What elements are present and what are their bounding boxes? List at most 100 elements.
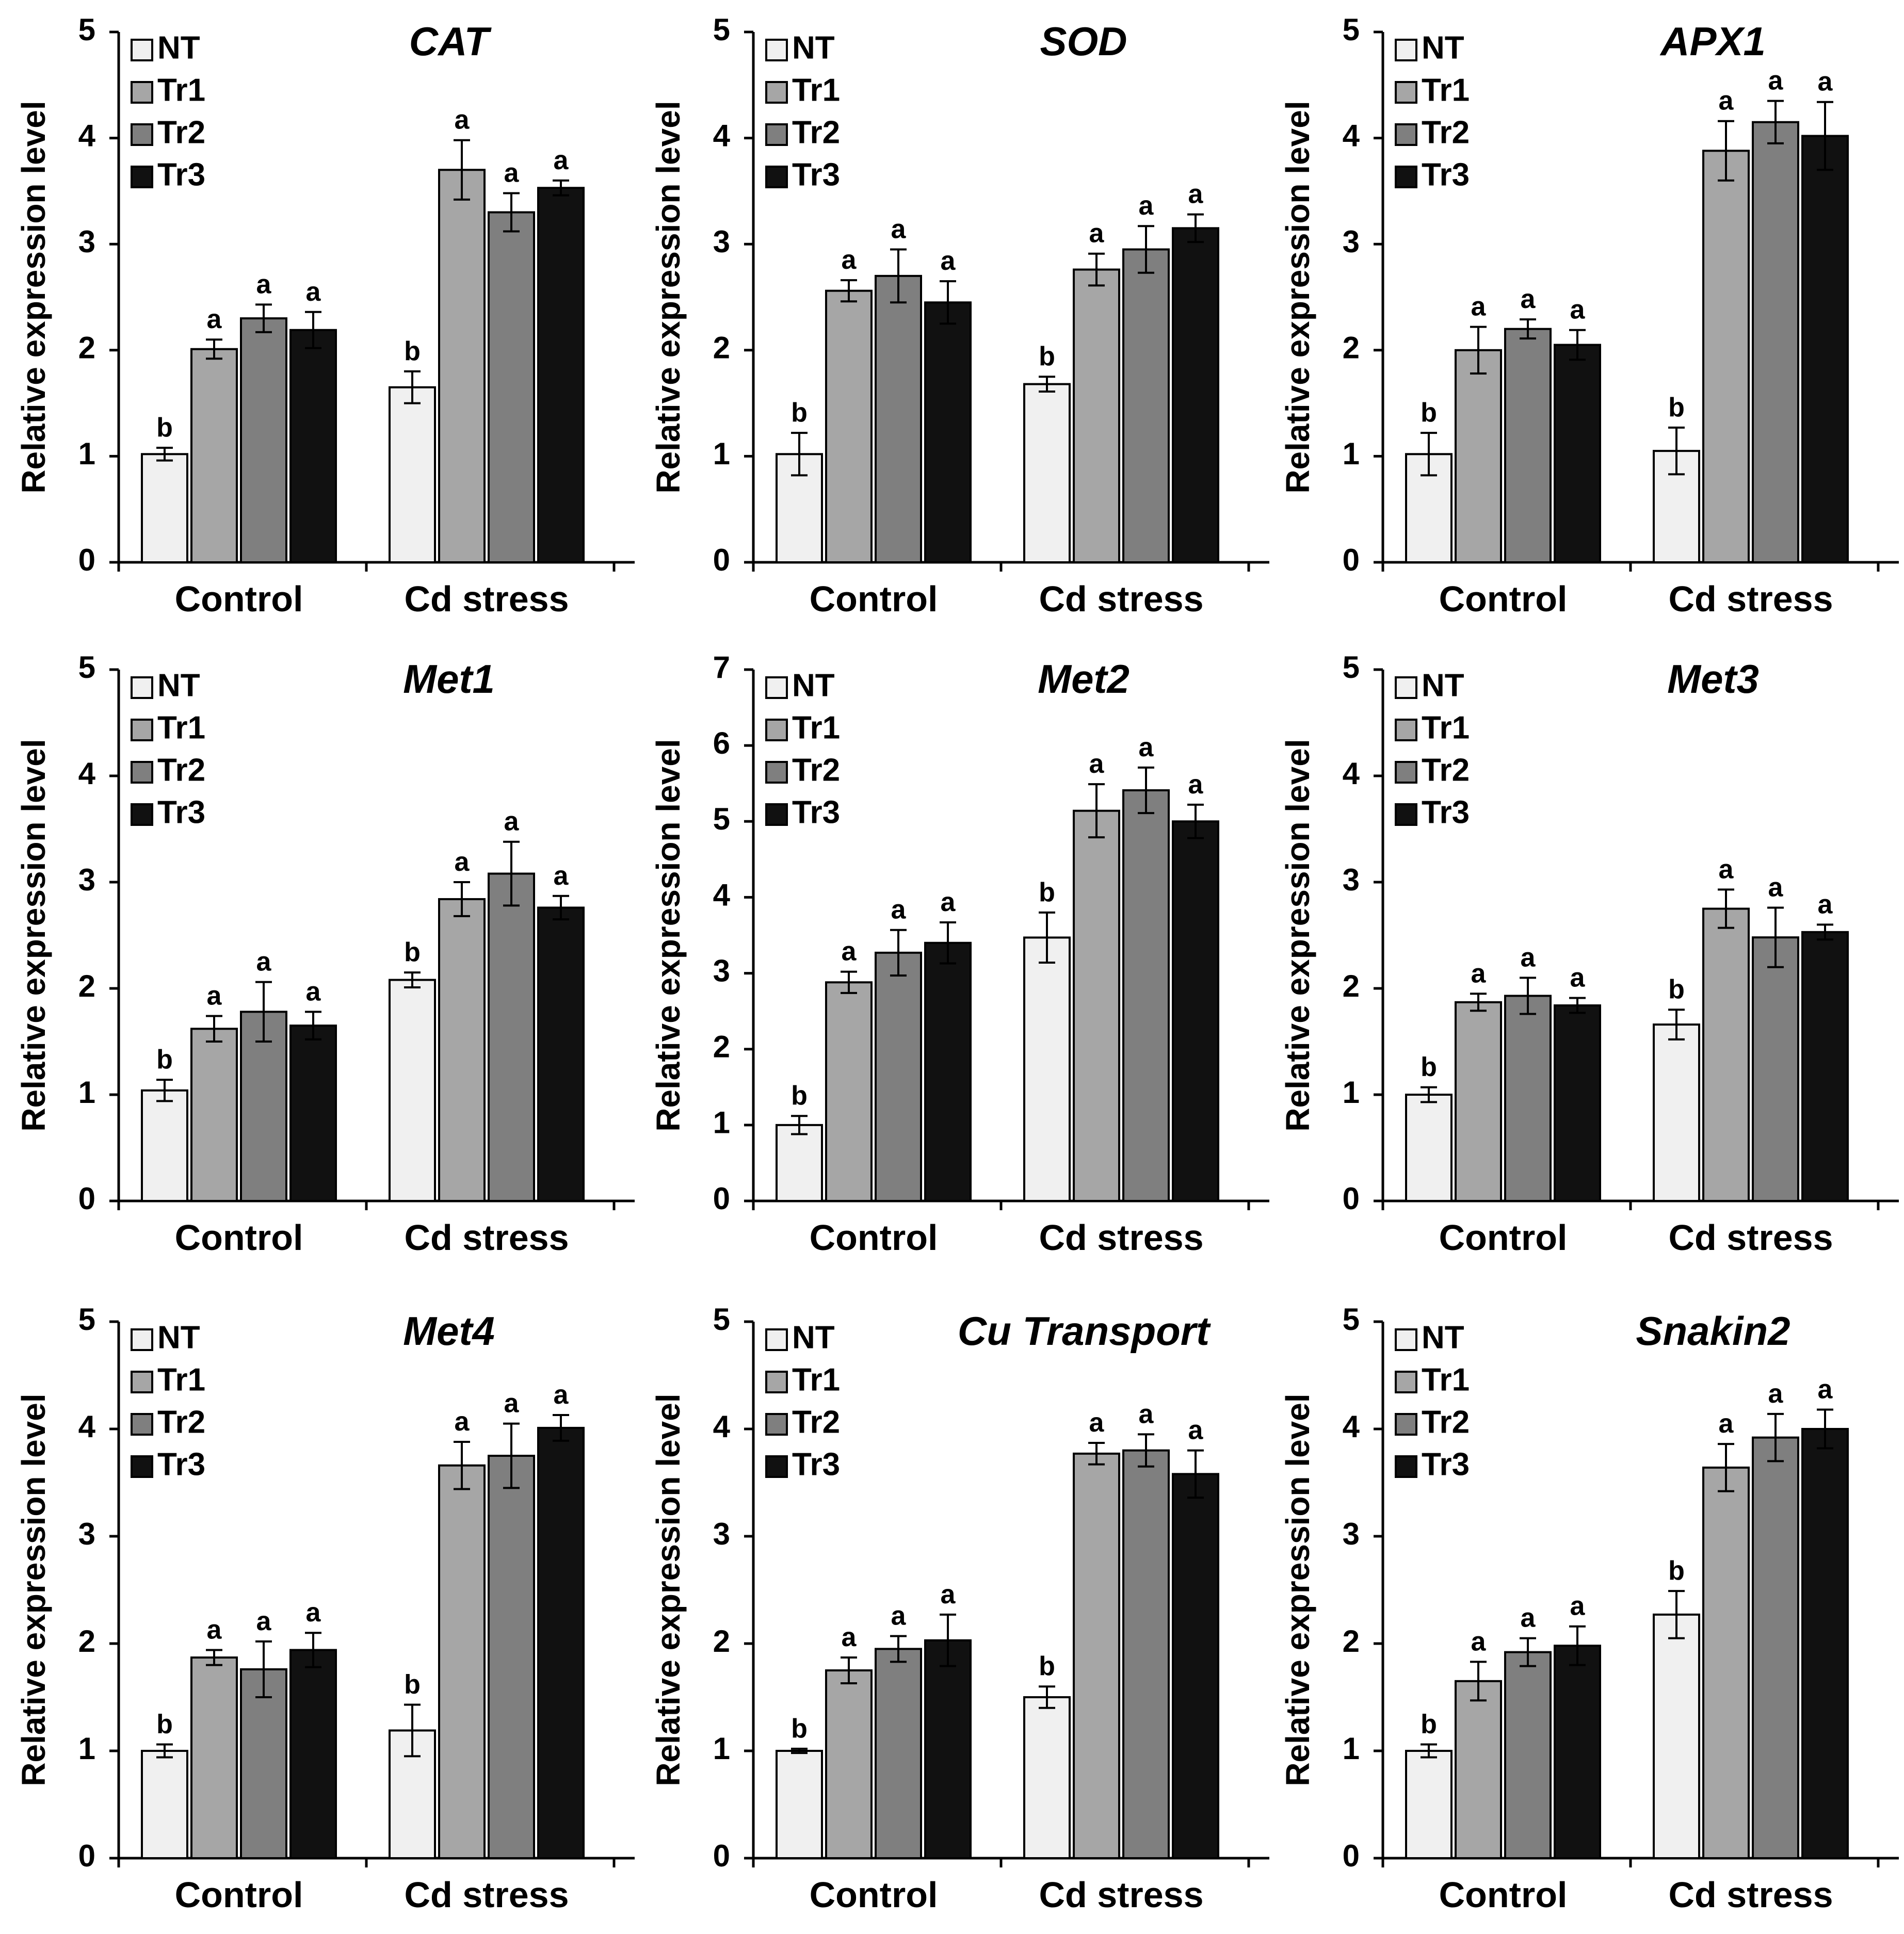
bar-tr3 — [924, 1639, 972, 1859]
legend-swatch-tr1 — [1395, 1371, 1417, 1393]
significance-letter: b — [404, 937, 421, 967]
bar-tr2 — [488, 211, 535, 563]
y-tick-label: 1 — [1343, 1075, 1360, 1110]
y-tick-label: 4 — [1343, 1409, 1360, 1444]
error-bar — [1569, 997, 1586, 1014]
error-bar — [841, 970, 857, 994]
chart-met1: Relative expression level 0 1 2 3 4 5 Control Cd… — [15, 650, 635, 1258]
error-bar — [1817, 101, 1833, 171]
y-tick-label: 4 — [713, 877, 731, 912]
chart-snakin2: Relative expression level 0 1 2 3 4 5 Control Cd… — [1279, 1302, 1899, 1915]
error-bar — [940, 1613, 956, 1667]
x-tick-label: Control — [810, 1217, 938, 1258]
chart-apx1: Relative expression level 0 1 2 3 4 5 Control Cd… — [1279, 12, 1899, 619]
legend-label: Tr2 — [792, 752, 840, 788]
y-tick-label: 2 — [78, 1624, 95, 1659]
y-tick-label: 1 — [713, 436, 730, 471]
error-bar — [1421, 1086, 1437, 1103]
y-tick-label: 1 — [1343, 1731, 1360, 1766]
significance-letter: a — [1139, 733, 1154, 762]
bar-tr2 — [1504, 995, 1552, 1202]
significance-letter: b — [1421, 1052, 1437, 1082]
error-bar — [1767, 100, 1784, 144]
y-axis-label: Relative expression level — [650, 101, 687, 493]
error-bar — [1718, 120, 1734, 182]
error-bar — [404, 370, 421, 404]
legend-swatch-tr2 — [131, 1413, 153, 1436]
y-tick-label: 5 — [713, 802, 730, 836]
y-tick-label: 3 — [78, 224, 95, 259]
significance-letter: a — [1818, 1375, 1833, 1405]
significance-letter: a — [1089, 1408, 1105, 1438]
bar-tr2 — [875, 1648, 922, 1859]
significance-letter: a — [256, 1606, 272, 1636]
x-tick-label: Control — [810, 579, 938, 619]
significance-letter: a — [1768, 872, 1784, 902]
y-tick-label: 0 — [78, 1839, 95, 1873]
bar-tr3 — [289, 329, 337, 564]
y-tick-label: 2 — [78, 331, 95, 365]
bar-tr1 — [825, 1669, 873, 1859]
significance-letter: a — [306, 277, 321, 307]
error-bar — [1138, 1433, 1154, 1468]
legend-swatch-tr2 — [131, 123, 153, 146]
legend-label: Tr1 — [792, 710, 840, 745]
bar-tr2 — [1122, 248, 1170, 564]
bar-nt — [1023, 383, 1071, 563]
x-tick-label: Control — [1439, 579, 1568, 619]
significance-letter: a — [306, 1598, 321, 1628]
y-tick-label: 4 — [78, 756, 96, 791]
error-bar — [305, 311, 321, 349]
bar-nt — [1023, 1696, 1071, 1859]
legend-swatch-tr1 — [1395, 81, 1417, 104]
bar-nt — [1653, 1023, 1700, 1202]
significance-letter: a — [455, 1407, 470, 1437]
significance-letter: a — [842, 1622, 857, 1652]
x-tick-label: Cd stress — [404, 1217, 569, 1258]
error-bar — [1421, 432, 1437, 477]
error-bar — [1470, 1661, 1487, 1702]
error-bar — [1817, 1408, 1833, 1450]
bar-tr3 — [1801, 135, 1849, 564]
significance-letter: b — [404, 1670, 421, 1700]
y-tick-label: 3 — [713, 1517, 730, 1551]
significance-letter: a — [1521, 1603, 1536, 1633]
error-bar — [1718, 1443, 1734, 1492]
bar-nt — [141, 1089, 188, 1202]
error-bar — [1187, 1449, 1204, 1499]
significance-letter: a — [941, 887, 956, 917]
error-bar — [1767, 906, 1784, 968]
legend-label: Tr2 — [792, 115, 840, 150]
error-bar — [1187, 803, 1204, 839]
legend-label: Tr2 — [157, 115, 205, 150]
y-tick-label: 0 — [713, 1839, 730, 1873]
error-bar — [1668, 426, 1685, 476]
legend-swatch-nt — [765, 39, 788, 61]
y-tick-label: 5 — [713, 12, 730, 47]
chart-title: Met2 — [1038, 656, 1130, 702]
significance-letter: b — [156, 413, 173, 443]
bar-tr1 — [1073, 1452, 1120, 1860]
error-bar — [156, 1079, 173, 1102]
significance-letter: a — [891, 1601, 907, 1631]
error-bar — [206, 1649, 222, 1666]
error-bar — [1088, 1442, 1105, 1466]
significance-letter: a — [941, 1580, 956, 1610]
bar-nt — [141, 1750, 188, 1859]
bar-tr1 — [1702, 907, 1750, 1202]
significance-letter: a — [207, 1615, 222, 1645]
chart-title: Met4 — [403, 1308, 495, 1354]
error-bar — [940, 280, 956, 325]
legend-swatch-nt — [131, 1328, 153, 1351]
y-tick-label: 7 — [713, 650, 730, 685]
bar-tr1 — [438, 898, 486, 1202]
y-tick-label: 3 — [1343, 863, 1360, 897]
significance-letter: a — [1719, 1409, 1734, 1439]
error-bar — [1520, 318, 1536, 340]
x-tick-label: Control — [175, 1217, 303, 1258]
y-tick-label: 5 — [78, 12, 95, 47]
legend-label: Tr1 — [157, 72, 205, 108]
error-bar — [454, 1440, 470, 1490]
significance-letter: a — [1570, 295, 1586, 325]
significance-letter: a — [1570, 963, 1586, 993]
